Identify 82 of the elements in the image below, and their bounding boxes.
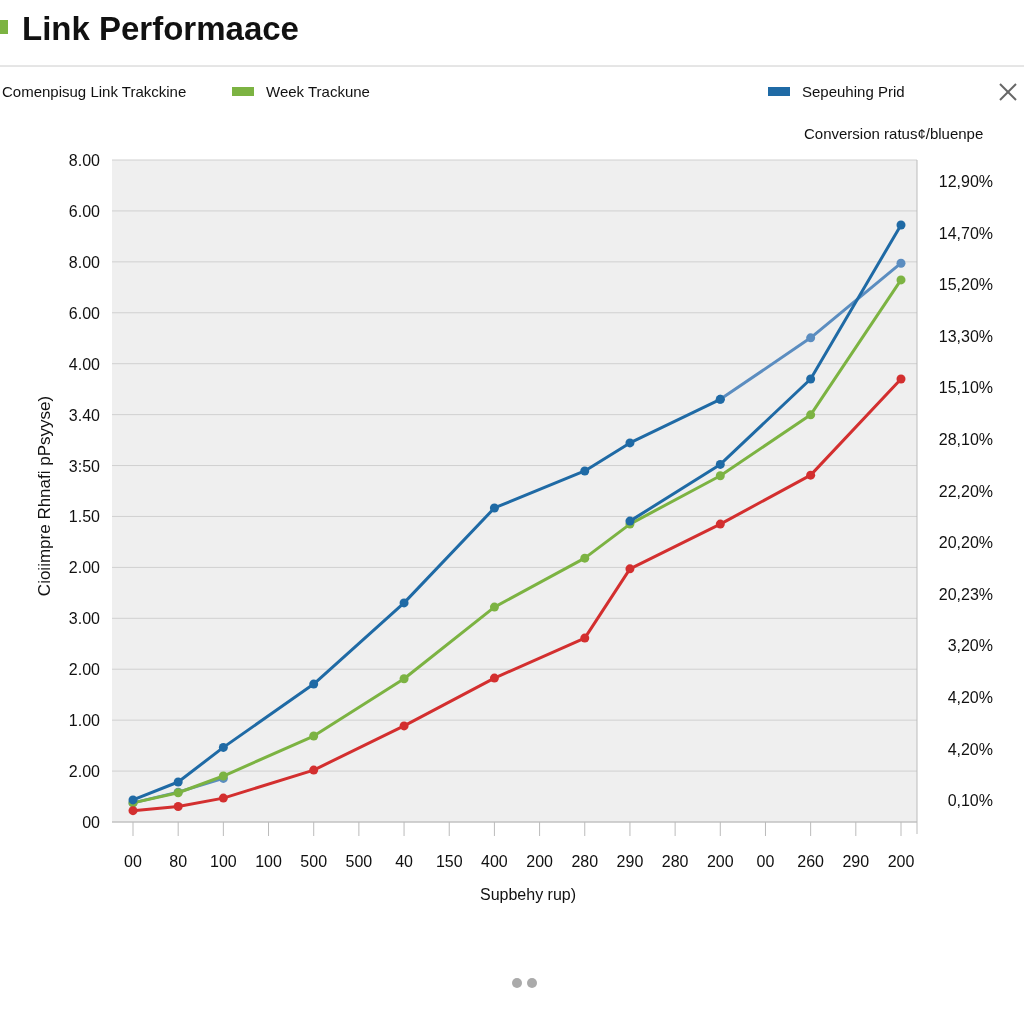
text: 13,30% bbox=[938, 327, 993, 345]
text: 20,20% bbox=[938, 534, 993, 552]
chart-title: Link Performaace bbox=[22, 10, 299, 47]
point bbox=[309, 765, 319, 775]
point bbox=[806, 374, 816, 384]
point bbox=[173, 801, 183, 811]
x-tick-label: 100 bbox=[255, 853, 282, 870]
point bbox=[896, 220, 906, 230]
legend-label: Week Trackune bbox=[266, 83, 370, 100]
text: 8.00 bbox=[68, 152, 101, 169]
x-tick-label: 200 bbox=[706, 853, 734, 870]
point bbox=[715, 471, 725, 481]
x-tick-label: 200 bbox=[526, 853, 554, 870]
text: 2.00 bbox=[68, 559, 101, 577]
text: 22,20% bbox=[938, 482, 993, 500]
x-tick-label: 500 bbox=[300, 853, 328, 870]
point bbox=[489, 602, 499, 612]
point bbox=[625, 438, 635, 448]
legend-label: Sepeuhing Prid bbox=[802, 83, 905, 100]
point bbox=[128, 806, 138, 816]
x-tick-label: 290 bbox=[842, 853, 870, 870]
point bbox=[309, 731, 319, 741]
x-tick-label: 280 bbox=[571, 853, 599, 870]
x-tick-label: 500 bbox=[345, 853, 373, 870]
text: 4,20% bbox=[947, 689, 993, 706]
x-tick-label: 00 bbox=[124, 853, 142, 870]
text: 14,70% bbox=[938, 224, 993, 242]
text: 00 bbox=[82, 814, 101, 831]
point bbox=[715, 519, 725, 529]
x-tick-label: 290 bbox=[616, 853, 644, 870]
text: 20,23% bbox=[938, 585, 993, 603]
y-axis-title: Cioiimpre Rhnafi pPsyyse) bbox=[35, 395, 54, 597]
x-tick-label: 280 bbox=[661, 853, 689, 870]
text: 28,10% bbox=[938, 431, 993, 448]
point bbox=[489, 673, 499, 683]
text: 3:50 bbox=[68, 457, 101, 475]
x-tick-label: 00 bbox=[756, 853, 775, 870]
legend-title: Comenpisug Link Trakckine bbox=[2, 83, 187, 100]
point bbox=[489, 503, 499, 513]
point bbox=[218, 742, 228, 752]
text: Conversion ratus¢/bluenpe bbox=[804, 125, 984, 142]
text: 2.00 bbox=[68, 661, 101, 679]
text: 8.00 bbox=[68, 253, 101, 271]
point bbox=[806, 470, 816, 480]
text: 15,10% bbox=[938, 379, 993, 397]
x-tick-label: 150 bbox=[435, 853, 463, 870]
point bbox=[580, 466, 590, 476]
x-tick-label: 100 bbox=[210, 853, 237, 870]
x-tick-label: 200 bbox=[887, 853, 915, 870]
text: 4.00 bbox=[68, 355, 101, 373]
text: 12,90% bbox=[938, 173, 993, 190]
text: 3.40 bbox=[68, 406, 101, 424]
point bbox=[896, 374, 906, 384]
text: 6.00 bbox=[68, 304, 101, 322]
point bbox=[896, 258, 906, 268]
point bbox=[806, 333, 816, 343]
text: 1.50 bbox=[68, 508, 101, 526]
x-tick-label: 260 bbox=[797, 853, 825, 870]
point bbox=[399, 721, 409, 731]
point bbox=[309, 679, 319, 689]
text: 1.00 bbox=[68, 712, 101, 730]
point bbox=[218, 793, 228, 803]
point bbox=[399, 674, 409, 684]
text: 3,20% bbox=[947, 637, 993, 655]
point bbox=[896, 275, 906, 285]
text: 3.00 bbox=[68, 610, 101, 628]
x-tick-label: 80 bbox=[169, 853, 188, 870]
text: 0,10% bbox=[947, 792, 993, 810]
point bbox=[580, 633, 590, 643]
text: 4,20% bbox=[947, 740, 993, 758]
text: 6.00 bbox=[68, 202, 101, 220]
point bbox=[715, 459, 725, 469]
text: 2.00 bbox=[68, 763, 101, 781]
x-tick-label: 40 bbox=[395, 853, 414, 870]
x-axis-title: Supbehy rup) bbox=[479, 886, 577, 903]
point bbox=[580, 553, 590, 563]
point bbox=[806, 410, 816, 420]
point bbox=[173, 777, 183, 787]
text: 15,20% bbox=[938, 276, 993, 294]
point bbox=[399, 598, 409, 608]
x-tick-label: 400 bbox=[481, 853, 508, 870]
point bbox=[625, 564, 635, 574]
